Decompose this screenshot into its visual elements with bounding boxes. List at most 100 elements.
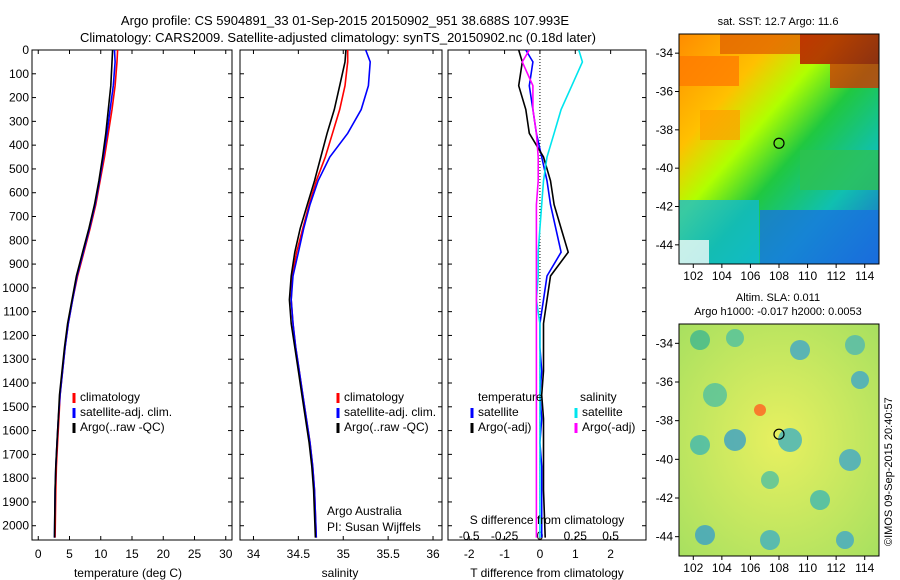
difference-x-axis: -2 -1 0 1 2 [464,50,614,561]
depth-tick-label: 900 [9,257,29,271]
x-tick-label: 1 [572,547,579,561]
series-line [521,50,540,538]
series-line [53,50,114,538]
sla-eddy [845,335,865,355]
salinity-series-lines [288,50,372,538]
x-tick-label: 0 [537,547,544,561]
side-credit: ©IMOS 09-Sep-2015 20:40:57 [883,397,895,546]
map-y-tick-label: -42 [656,200,674,214]
map-x-tick-label: 104 [712,561,732,575]
difference-legend: temperaturesatelliteArgo(-adj)salinitysa… [470,390,635,434]
sst-map-title: sat. SST: 12.7 Argo: 11.6 [718,16,839,28]
map-x-tick-label: 102 [683,561,703,575]
temperature-x-axis: 0 5 10 15 20 25 30 [35,50,233,561]
sst-patch [760,210,879,264]
profile-location-marker [773,137,785,149]
sla-profile-location-marker [773,428,785,440]
legend-entry: climatology [80,390,140,404]
map-x-tick-label: 108 [769,561,789,575]
map-y-tick-label: -36 [656,85,674,99]
sst-map-panel: sat. SST: 12.7 Argo: 11.6 102 104 106 108 11… [656,16,880,283]
x-tick-label: 35 [337,547,351,561]
sst-patch [679,240,709,264]
depth-tick-label: 1000 [2,281,29,295]
map-x-tick-label: 106 [740,269,760,283]
legend-entry: Argo(..raw -QC) [344,420,429,434]
sla-eddy [790,340,810,360]
legend-entry: satellite [478,405,519,419]
sla-eddy [760,530,780,550]
sst-patch [830,64,879,88]
sla-eddy [690,330,710,350]
legend-entry: Argo(..raw -QC) [80,420,165,434]
x-tick-label: 35.5 [376,547,400,561]
sla-eddy [724,429,746,451]
depth-tick-label: 600 [9,186,29,200]
depth-tick-label: 1100 [3,305,29,319]
legend-group-title: temperature [478,390,543,404]
salinity-y-ticks [240,49,442,527]
legend-entry: climatology [344,390,404,404]
org-label: Argo Australia [327,504,402,518]
legend-entry: satellite-adj. clim. [344,405,436,419]
map-x-tick-label: 104 [712,269,732,283]
sla-eddy [836,531,854,549]
depth-tick-label: 100 [9,67,29,81]
difference-y-ticks [448,49,646,527]
map-y-tick-label: -38 [656,123,674,137]
map-x-tick-label: 114 [855,561,874,575]
legend-group-title: salinity [580,390,617,404]
sst-patch [800,150,879,190]
x-tick-label: 30 [219,547,233,561]
legend-entry: Argo(-adj) [478,420,531,434]
sla-eddy [761,471,779,489]
x-tick-label: 34 [247,547,261,561]
x-tick-label: -1 [499,547,510,561]
map-x-tick-label: 112 [827,269,846,283]
salinity-diff-tick-label: 0.25 [564,529,588,543]
sla-eddy [851,371,869,389]
sla-field-eddies [690,329,869,550]
sla-eddy [703,383,727,407]
salinity-axes-frame [239,49,443,541]
sla-eddy [726,329,744,347]
sla-map-axes: 102 104 106 108 110 112 114 -34 -36 -38 -40 -42 -44 [656,336,875,575]
sla-eddy [839,449,861,471]
depth-tick-label: 1600 [2,424,29,438]
depth-tick-label: 1700 [2,447,29,461]
depth-tick-label: 300 [9,114,29,128]
x-tick-label: 2 [607,547,614,561]
sst-patch [679,56,739,86]
salinity-panel: 34 34.5 35 35.5 36 salinity climatologysatel… [239,49,443,580]
map-y-tick-label: -44 [656,238,674,252]
sla-map-subtitle: Argo h1000: -0.017 h2000: 0.0053 [694,306,862,318]
salinity-difference-label: S difference from climatology [470,513,625,527]
depth-tick-label: 800 [9,233,29,247]
depth-tick-label: 700 [9,210,29,224]
pi-label: PI: Susan Wijffels [327,520,421,534]
map-y-tick-label: -40 [656,452,674,466]
sla-eddy [754,404,766,416]
legend-entry: satellite [582,405,623,419]
map-x-tick-label: 102 [683,269,703,283]
temperature-panel: 0100200300400500600700800900100011001200… [2,43,232,580]
map-y-tick-label: -44 [656,530,674,544]
x-tick-label: -2 [464,547,475,561]
depth-tick-label: 0 [22,43,29,57]
x-tick-label: 15 [125,547,139,561]
sla-eddy [778,428,802,452]
depth-tick-label: 400 [9,138,29,152]
x-tick-label: 10 [94,547,108,561]
difference-series-lines [517,50,584,538]
series-line [517,50,570,538]
depth-tick-label: 1200 [2,328,29,342]
depth-tick-label: 1300 [2,352,29,366]
sla-map-title: Altim. SLA: 0.011 [736,292,820,304]
salinity-x-label: salinity [322,566,359,580]
map-x-tick-label: 108 [769,269,789,283]
sst-patch [700,110,740,140]
depth-tick-label: 1500 [2,400,29,414]
